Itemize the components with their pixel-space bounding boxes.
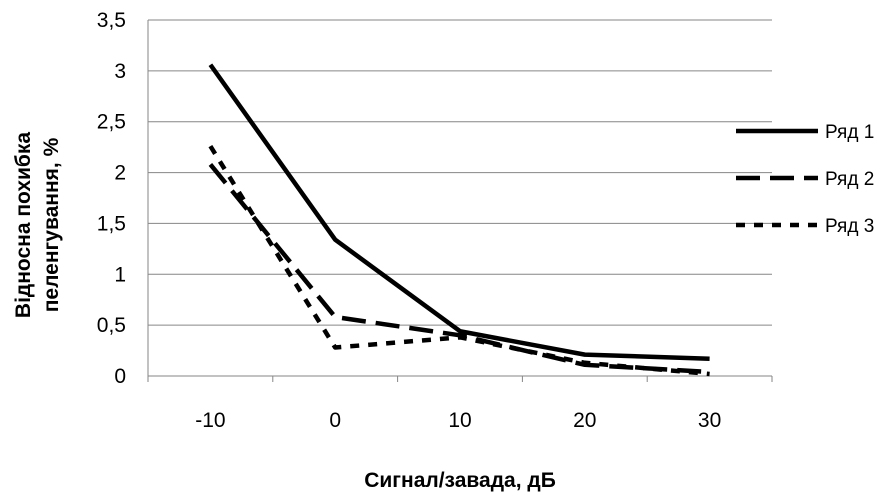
legend-label-3: Ряд 3 — [825, 216, 874, 237]
series-lines — [208, 63, 710, 377]
y-axis-label: Відносна похибка пеленгування, % — [12, 132, 63, 319]
gridlines — [147, 19, 773, 382]
y-tick-label: 1 — [114, 263, 126, 286]
y-tick-label: 1,5 — [97, 212, 126, 235]
x-axis-label: Сигнал/завада, дБ — [364, 469, 556, 492]
x-axis-ticks: -10 0 10 20 30 — [195, 409, 721, 432]
y-tick-label: 2,5 — [97, 111, 126, 134]
legend-label-1: Ряд 1 — [825, 122, 874, 143]
y-tick-label: 2 — [114, 162, 126, 185]
y-axis-label-line1: Відносна похибка — [12, 132, 35, 319]
legend: Ряд 1 Ряд 2 Ряд 3 — [736, 122, 874, 237]
x-tick-label: 0 — [329, 409, 341, 432]
legend-label-2: Ряд 2 — [825, 169, 874, 190]
series-line-3 — [208, 144, 710, 377]
x-tick-label: 10 — [448, 409, 471, 432]
y-tick-label: 3,5 — [97, 9, 126, 32]
y-tick-label: 0,5 — [97, 314, 126, 337]
x-tick-label: 20 — [573, 409, 596, 432]
x-tick-label: -10 — [195, 409, 225, 432]
x-tick-label: 30 — [698, 409, 721, 432]
y-tick-label: 3 — [114, 60, 126, 83]
y-axis-label-line2: пеленгування, % — [40, 137, 63, 312]
series-line-2 — [208, 163, 710, 375]
y-tick-label: 0 — [114, 365, 126, 388]
series-line-1 — [208, 63, 710, 361]
y-axis-ticks: 0 0,5 1 1,5 2 2,5 3 3,5 — [97, 9, 126, 388]
